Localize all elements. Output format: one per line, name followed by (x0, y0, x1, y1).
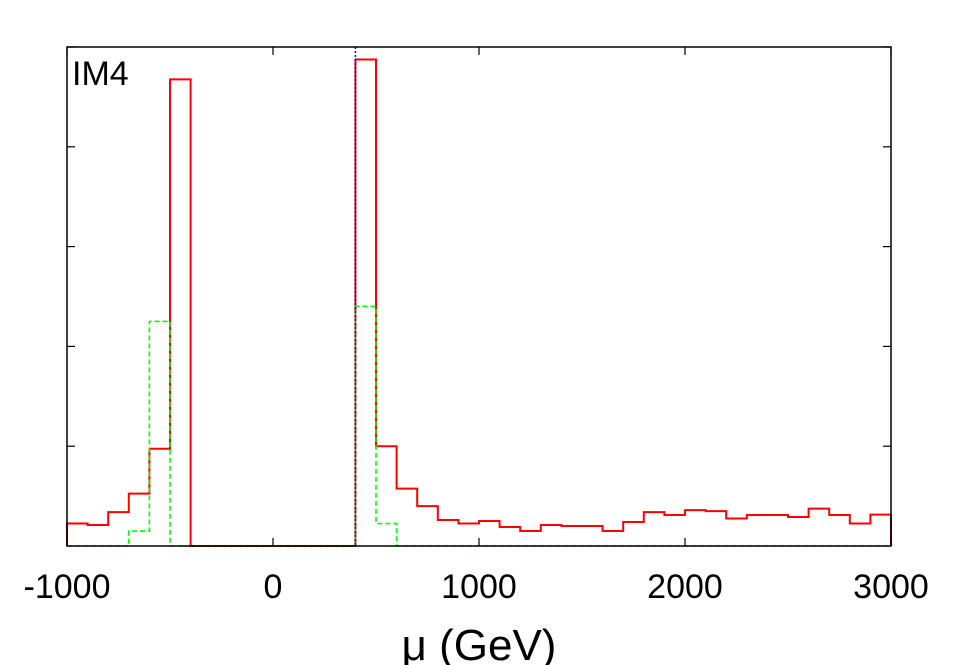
x-tick-label: 2000 (647, 568, 723, 606)
x-tick-label: 3000 (853, 568, 929, 606)
x-tick-label: -1000 (24, 568, 111, 606)
panel-label: IM4 (72, 55, 129, 93)
x-tick-label: 0 (264, 568, 283, 606)
x-tick-labels: -1000 0 1000 2000 3000 (24, 568, 929, 606)
histogram-layer (66, 58, 892, 547)
x-axis-label: μ (GeV) (402, 621, 557, 665)
x-tick-label: 1000 (441, 568, 517, 606)
histogram-series-1 (66, 58, 892, 547)
axis-ticks (66, 46, 892, 546)
